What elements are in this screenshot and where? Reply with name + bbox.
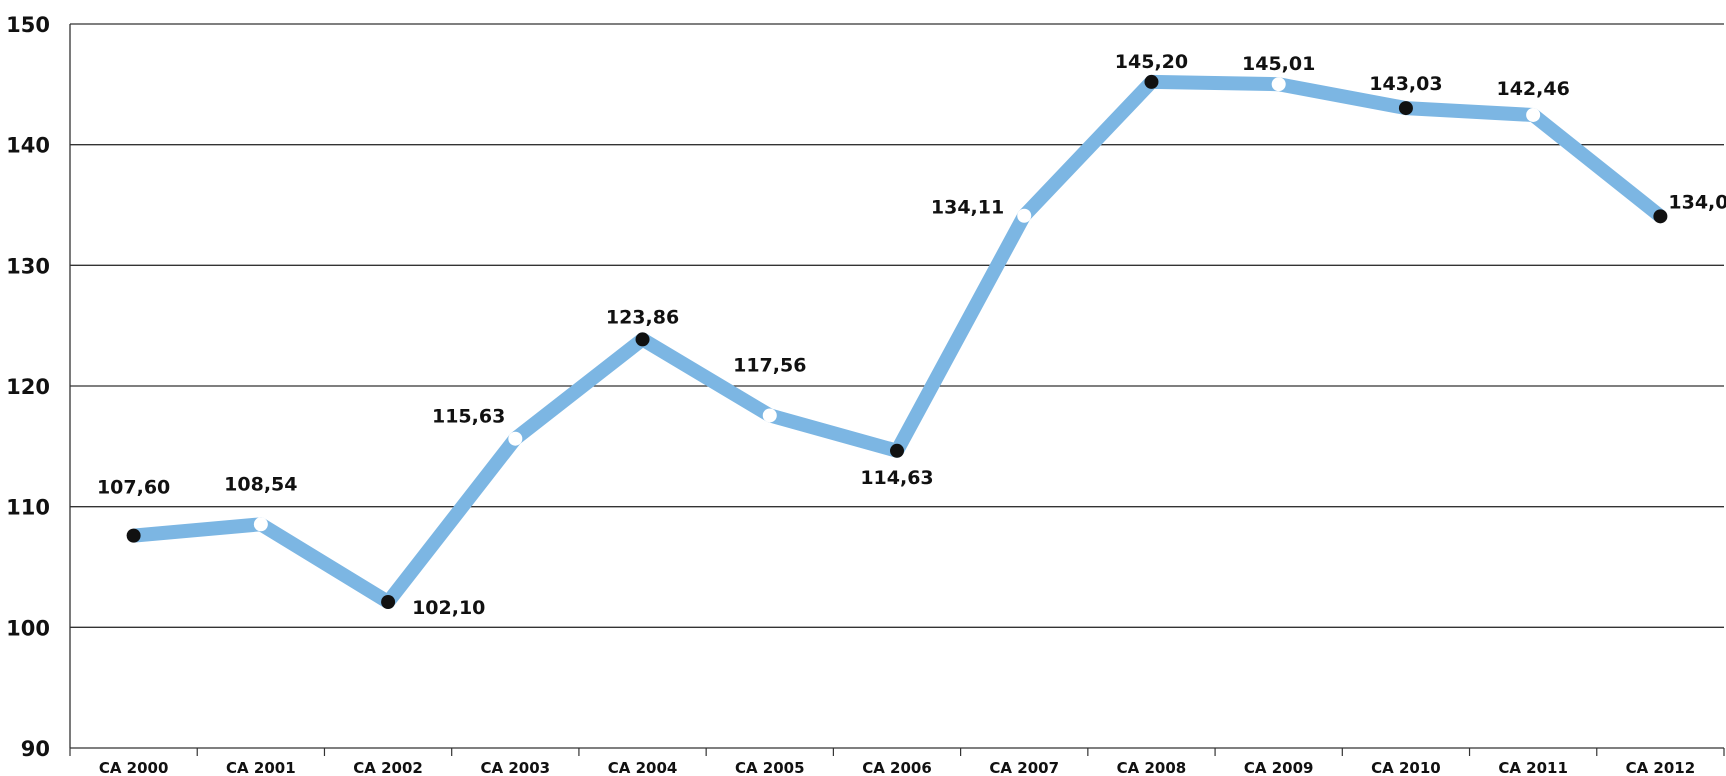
y-tick-label: 90 — [21, 737, 50, 761]
data-label: 102,10 — [412, 597, 485, 619]
data-point-dark — [1398, 101, 1413, 116]
y-tick-label: 150 — [6, 13, 50, 37]
data-point-light — [1017, 208, 1032, 223]
data-point-light — [1526, 107, 1541, 122]
data-point-dark — [1653, 209, 1668, 224]
x-tick-label: CA 2006 — [862, 759, 932, 776]
x-tick-label: CA 2001 — [226, 759, 296, 776]
data-point-dark — [126, 528, 141, 543]
x-tick-label: CA 2011 — [1498, 759, 1568, 776]
y-tick-label: 100 — [6, 616, 50, 640]
axes — [69, 24, 1725, 756]
data-point-light — [253, 517, 268, 532]
data-point-dark — [890, 443, 904, 458]
y-tick-label: 110 — [6, 496, 50, 520]
data-point-dark — [1144, 74, 1159, 89]
series-line — [132, 74, 1665, 609]
x-tick-label: CA 2003 — [481, 759, 551, 776]
data-label: 145,20 — [1115, 51, 1188, 73]
x-tick-label: CA 2002 — [353, 759, 423, 776]
data-markers — [126, 74, 1668, 609]
x-tick-label: CA 2005 — [735, 759, 805, 776]
data-point-light — [762, 408, 777, 423]
data-label: 114,63 — [860, 467, 933, 489]
data-label: 145,01 — [1242, 53, 1315, 75]
y-tick-label: 130 — [6, 254, 50, 278]
x-tick-label: CA 2004 — [608, 759, 678, 776]
y-tick-label: 140 — [6, 134, 50, 158]
data-label: 134,11 — [931, 197, 1004, 219]
x-tick-label: CA 2007 — [989, 759, 1059, 776]
y-tick-label: 120 — [6, 375, 50, 399]
data-series — [132, 74, 1665, 609]
data-label: 117,56 — [733, 354, 806, 376]
x-tick-label: CA 2009 — [1244, 759, 1314, 776]
data-label: 143,03 — [1369, 73, 1442, 95]
data-label: 115,63 — [432, 406, 505, 428]
data-point-dark — [381, 594, 396, 609]
data-point-light — [508, 431, 523, 446]
x-tick-label: CA 2010 — [1371, 759, 1441, 776]
data-label: 107,60 — [97, 477, 170, 499]
data-label: 142,46 — [1496, 78, 1569, 100]
x-tick-label: CA 2012 — [1626, 759, 1696, 776]
data-label: 134,06 — [1668, 191, 1726, 213]
grid-lines — [70, 23, 1724, 628]
x-tick-labels: CA 2000 CA 2001 CA 2002 CA 2003 CA 2004 CA 20… — [99, 759, 1695, 776]
data-label: 123,86 — [606, 306, 679, 328]
data-label: 108,54 — [224, 473, 297, 495]
y-tick-labels: 90 100 110 120 130 140 150 — [6, 13, 50, 761]
x-tick-label: CA 2008 — [1117, 759, 1187, 776]
data-point-light — [1271, 77, 1286, 92]
x-tick-label: CA 2000 — [99, 759, 169, 776]
data-labels: 107,60 108,54 102,10 115,63 123,86 117,56 114,… — [97, 51, 1726, 619]
data-point-dark — [635, 332, 650, 347]
